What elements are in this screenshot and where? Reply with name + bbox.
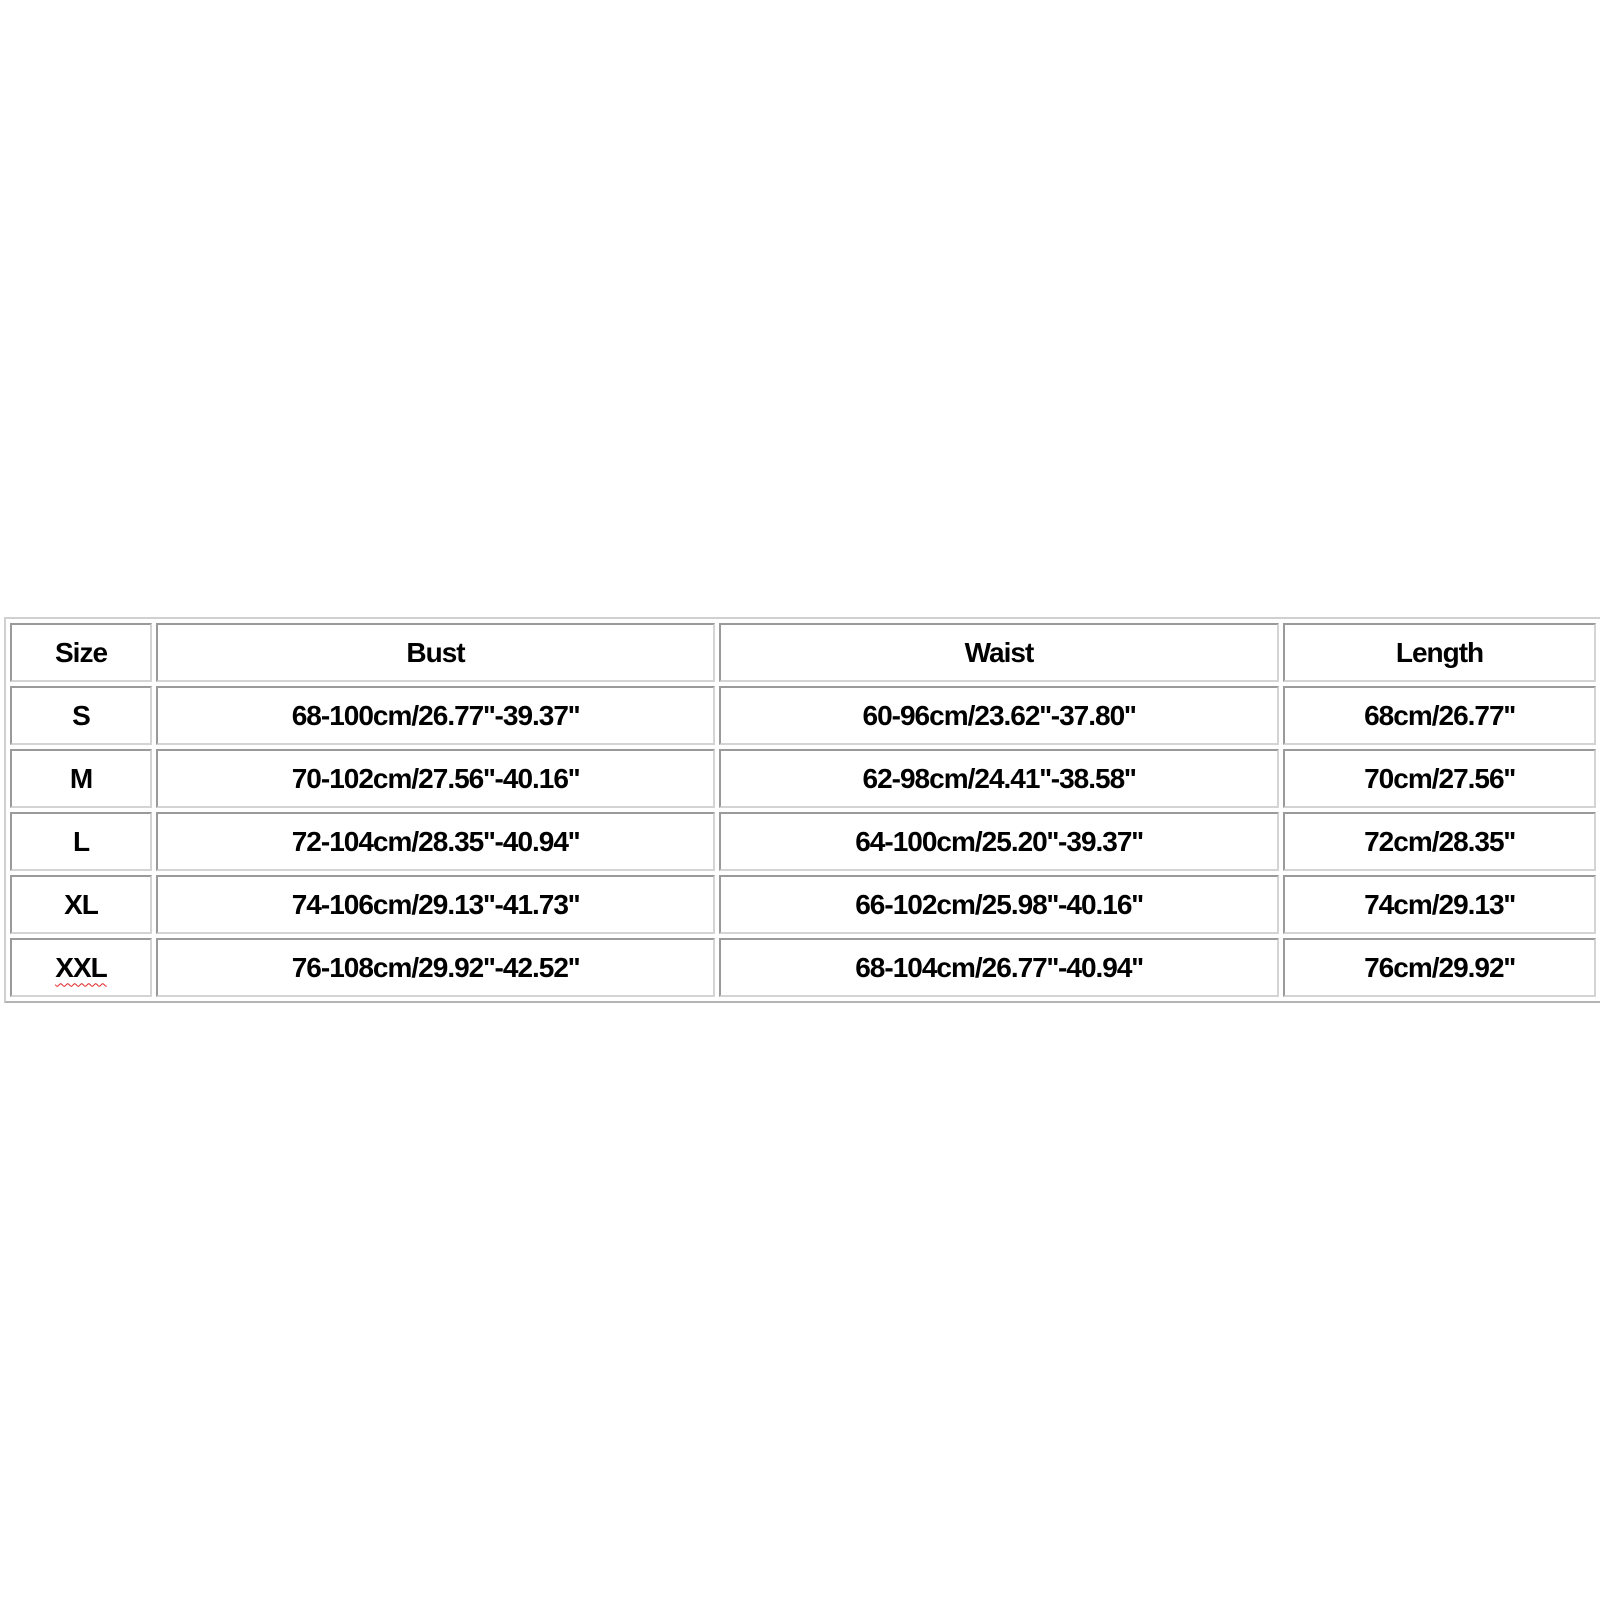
table-row: L 72-104cm/28.35''-40.94'' 64-100cm/25.2…	[10, 812, 1596, 871]
waist-cell: 60-96cm/23.62''-37.80''	[719, 686, 1279, 745]
bust-cell: 70-102cm/27.56''-40.16''	[156, 749, 715, 808]
length-cell: 74cm/29.13''	[1283, 875, 1596, 934]
waist-cell: 66-102cm/25.98''-40.16''	[719, 875, 1279, 934]
size-chart-table: Size Bust Waist Length S 68-100cm/26.77'…	[4, 617, 1600, 1003]
length-cell: 68cm/26.77''	[1283, 686, 1596, 745]
table-row: M 70-102cm/27.56''-40.16'' 62-98cm/24.41…	[10, 749, 1596, 808]
table-row: XL 74-106cm/29.13''-41.73'' 66-102cm/25.…	[10, 875, 1596, 934]
bust-cell: 74-106cm/29.13''-41.73''	[156, 875, 715, 934]
table-header-row: Size Bust Waist Length	[10, 623, 1596, 682]
bust-cell: 72-104cm/28.35''-40.94''	[156, 812, 715, 871]
bust-cell: 76-108cm/29.92''-42.52''	[156, 938, 715, 997]
header-length: Length	[1283, 623, 1596, 682]
size-label-spellcheck: XXL	[55, 951, 107, 983]
table-row: S 68-100cm/26.77''-39.37'' 60-96cm/23.62…	[10, 686, 1596, 745]
waist-cell: 68-104cm/26.77''-40.94''	[719, 938, 1279, 997]
waist-cell: 62-98cm/24.41''-38.58''	[719, 749, 1279, 808]
length-cell: 70cm/27.56''	[1283, 749, 1596, 808]
header-waist: Waist	[719, 623, 1279, 682]
size-cell: XXL	[10, 938, 152, 997]
bust-cell: 68-100cm/26.77''-39.37''	[156, 686, 715, 745]
length-cell: 72cm/28.35''	[1283, 812, 1596, 871]
size-cell: M	[10, 749, 152, 808]
header-size: Size	[10, 623, 152, 682]
header-bust: Bust	[156, 623, 715, 682]
size-cell: XL	[10, 875, 152, 934]
length-cell: 76cm/29.92''	[1283, 938, 1596, 997]
size-cell: L	[10, 812, 152, 871]
waist-cell: 64-100cm/25.20''-39.37''	[719, 812, 1279, 871]
size-cell: S	[10, 686, 152, 745]
table-row: XXL 76-108cm/29.92''-42.52'' 68-104cm/26…	[10, 938, 1596, 997]
